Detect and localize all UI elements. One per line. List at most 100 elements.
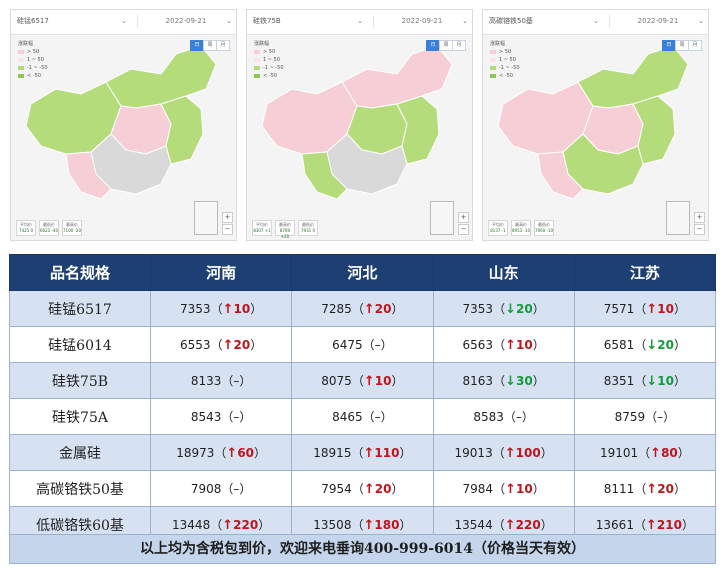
price-cell: 19101（↑80）	[573, 434, 717, 471]
arrow-down-icon: ↓	[646, 338, 658, 353]
stat-label: 平均价	[20, 222, 32, 227]
legend-title: 涨跌幅	[254, 41, 270, 47]
price-value: 8351	[603, 374, 635, 388]
map-legend: > 50 1 ~ 50 -1 ~ -50 < -50	[490, 48, 520, 80]
map-toolbar: 硅锰6517 ⌄ 2022-09-21 ⌄	[11, 10, 236, 35]
price-value: 13508	[313, 518, 352, 532]
change-value: –	[374, 338, 381, 352]
china-map[interactable]	[11, 34, 236, 241]
period-button[interactable]: 月	[216, 40, 230, 51]
zoom-in-button[interactable]: +	[222, 212, 233, 223]
price-cell: 8543（–）	[149, 398, 293, 435]
arrow-up-icon: ↑	[363, 518, 375, 533]
period-button[interactable]: 日	[662, 40, 676, 51]
zoom-out-button[interactable]: −	[694, 224, 705, 235]
legend-item[interactable]: > 50	[254, 48, 284, 56]
map-area[interactable]: 涨跌幅 > 50 1 ~ 50 -1 ~ -50 < -50 日周月 平均价 8137 …	[483, 34, 708, 241]
map-area[interactable]: 涨跌幅 > 50 1 ~ 50 -1 ~ -50 < -50 日周月 平均价 7425 …	[11, 34, 236, 241]
product-name-cell: 高碳铬铁50基	[9, 470, 151, 507]
stat-value: 7931 0	[301, 228, 315, 233]
price-value: 8543	[190, 410, 222, 424]
legend-item[interactable]: > 50	[18, 48, 48, 56]
arrow-up-icon: ↑	[650, 446, 662, 461]
chevron-down-icon: ⌄	[226, 17, 232, 25]
change-value: –	[233, 410, 240, 424]
date-select[interactable]: 2022-09-21 ⌄	[609, 15, 706, 28]
period-button[interactable]: 周	[439, 40, 453, 51]
period-button[interactable]: 月	[688, 40, 702, 51]
period-button[interactable]: 月	[452, 40, 466, 51]
change-value: 20	[233, 338, 251, 352]
map-area[interactable]: 涨跌幅 > 50 1 ~ 50 -1 ~ -50 < -50 日周月 平均价 8307 …	[247, 34, 472, 241]
chevron-down-icon: ⌄	[593, 17, 599, 25]
date-select[interactable]: 2022-09-21 ⌄	[373, 15, 470, 28]
legend-label: 1 ~ 50	[263, 57, 280, 63]
south-sea-inset	[666, 201, 690, 235]
date-select[interactable]: 2022-09-21 ⌄	[137, 15, 234, 28]
stat-label: 平均价	[492, 222, 504, 227]
price-value: 7571	[603, 302, 635, 316]
product-select[interactable]: 硅铁75B ⌄	[253, 15, 365, 28]
stat-value: 7100 -20	[63, 228, 81, 233]
price-cell: 7908（–）	[149, 470, 293, 507]
period-button[interactable]: 周	[675, 40, 689, 51]
product-select[interactable]: 硅锰6517 ⌄	[17, 15, 129, 28]
legend-item[interactable]: < -50	[18, 72, 48, 80]
stat-box: 最低价 6623 -40	[39, 220, 59, 236]
change-value: –	[233, 482, 240, 496]
legend-label: -1 ~ -50	[263, 65, 284, 71]
map-region-north[interactable]	[341, 45, 453, 109]
period-toggle: 日周月	[426, 40, 466, 51]
change-value: 10	[516, 338, 533, 352]
map-legend: > 50 1 ~ 50 -1 ~ -50 < -50	[18, 48, 48, 80]
price-cell: 18973（↑60）	[149, 434, 293, 471]
arrow-up-icon: ↑	[505, 338, 516, 353]
price-value: 8583	[473, 410, 504, 424]
price-cell: 7954（↑20）	[291, 470, 434, 507]
legend-item[interactable]: 1 ~ 50	[490, 56, 520, 64]
map-region-east[interactable]	[632, 95, 676, 165]
map-region-southwest[interactable]	[65, 151, 112, 200]
zoom-controls: + −	[222, 211, 233, 235]
price-value: 7954	[321, 482, 352, 496]
legend-item[interactable]: > 50	[490, 48, 520, 56]
map-region-southwest[interactable]	[537, 151, 584, 200]
china-map[interactable]	[247, 34, 472, 241]
map-region-north[interactable]	[105, 45, 217, 109]
map-region-north[interactable]	[577, 45, 689, 109]
arrow-up-icon: ↑	[363, 446, 375, 461]
map-region-east[interactable]	[396, 95, 440, 165]
change-value: 20	[516, 302, 533, 316]
change-value: 220	[233, 518, 259, 532]
legend-item[interactable]: < -50	[254, 72, 284, 80]
price-value: 8163	[462, 374, 494, 388]
legend-item[interactable]: 1 ~ 50	[254, 56, 284, 64]
period-toggle: 日周月	[190, 40, 230, 51]
legend-label: 1 ~ 50	[27, 57, 44, 63]
date-value: 2022-09-21	[165, 17, 207, 25]
china-map[interactable]	[483, 34, 708, 241]
price-cell: 7285（↑20）	[291, 290, 434, 327]
legend-item[interactable]: -1 ~ -50	[18, 64, 48, 72]
product-select[interactable]: 高碳铬铁50基 ⌄	[489, 15, 601, 28]
product-select-value: 高碳铬铁50基	[489, 17, 533, 25]
legend-item[interactable]: -1 ~ -50	[490, 64, 520, 72]
period-button[interactable]: 日	[190, 40, 204, 51]
zoom-in-button[interactable]: +	[458, 212, 469, 223]
legend-item[interactable]: 1 ~ 50	[18, 56, 48, 64]
legend-swatch	[490, 58, 496, 62]
zoom-out-button[interactable]: −	[222, 224, 233, 235]
price-cell: 8111（↑20）	[573, 470, 717, 507]
period-button[interactable]: 日	[426, 40, 440, 51]
legend-item[interactable]: < -50	[490, 72, 520, 80]
product-name-cell: 金属硅	[9, 434, 151, 471]
zoom-out-button[interactable]: −	[458, 224, 469, 235]
legend-item[interactable]: -1 ~ -50	[254, 64, 284, 72]
period-button[interactable]: 周	[203, 40, 217, 51]
period-toggle: 日周月	[662, 40, 702, 51]
zoom-in-button[interactable]: +	[694, 212, 705, 223]
map-region-east[interactable]	[160, 95, 204, 165]
price-value: 8465	[332, 410, 363, 424]
map-region-southwest[interactable]	[301, 151, 348, 200]
stat-box: 最高价 7100 -20	[62, 220, 82, 236]
